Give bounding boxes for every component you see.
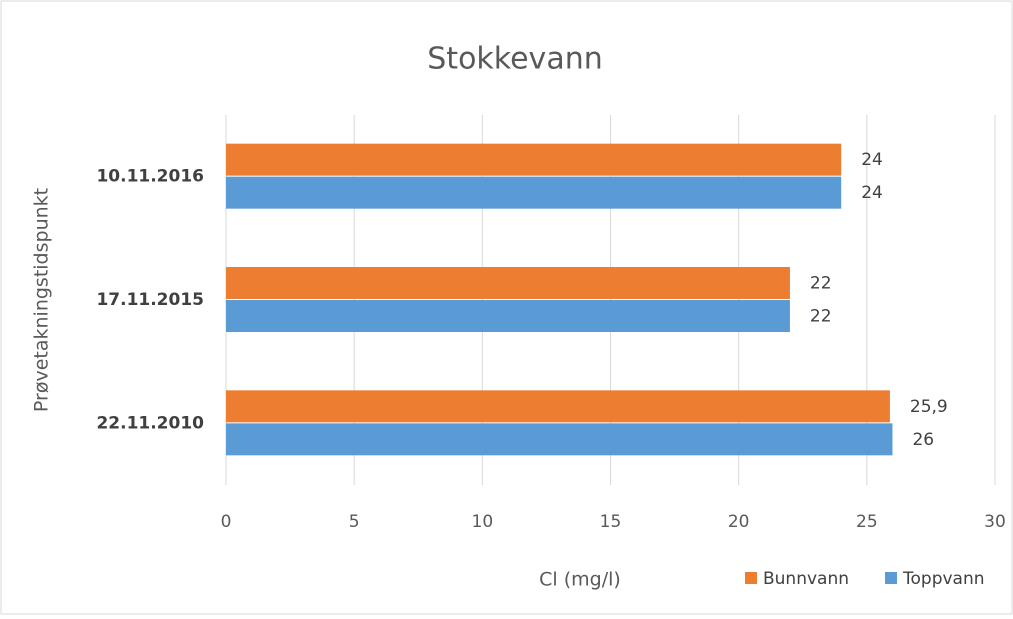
chart-title: Stokkevann bbox=[427, 42, 602, 77]
x-tick-label: 0 bbox=[221, 512, 232, 532]
data-label: 22 bbox=[810, 307, 832, 327]
data-label: 24 bbox=[861, 150, 883, 170]
data-label: 22 bbox=[810, 274, 832, 294]
data-label: 24 bbox=[861, 183, 883, 203]
data-label: 26 bbox=[912, 430, 934, 450]
x-tick-label: 25 bbox=[856, 512, 878, 532]
x-axis-title: Cl (mg/l) bbox=[539, 569, 621, 591]
legend-label: Bunnvann bbox=[763, 569, 849, 589]
x-tick-label: 15 bbox=[600, 512, 622, 532]
y-axis-title: Prøvetakningstidspunkt bbox=[31, 188, 53, 412]
bar bbox=[226, 176, 842, 209]
data-label: 25,9 bbox=[910, 397, 948, 417]
legend-label: Toppvann bbox=[902, 569, 985, 589]
y-tick-label: 10.11.2016 bbox=[96, 167, 204, 187]
x-tick-label: 20 bbox=[728, 512, 750, 532]
legend-swatch bbox=[885, 572, 897, 584]
x-tick-label: 5 bbox=[349, 512, 360, 532]
bar bbox=[226, 143, 842, 176]
x-tick-label: 30 bbox=[984, 512, 1006, 532]
bar bbox=[226, 267, 790, 299]
bar bbox=[226, 300, 790, 332]
x-tick-label: 10 bbox=[472, 512, 494, 532]
bar bbox=[226, 390, 890, 423]
legend-swatch bbox=[745, 572, 757, 584]
bar bbox=[226, 423, 893, 456]
y-tick-label: 17.11.2015 bbox=[96, 290, 204, 310]
y-tick-label: 22.11.2010 bbox=[96, 413, 204, 433]
